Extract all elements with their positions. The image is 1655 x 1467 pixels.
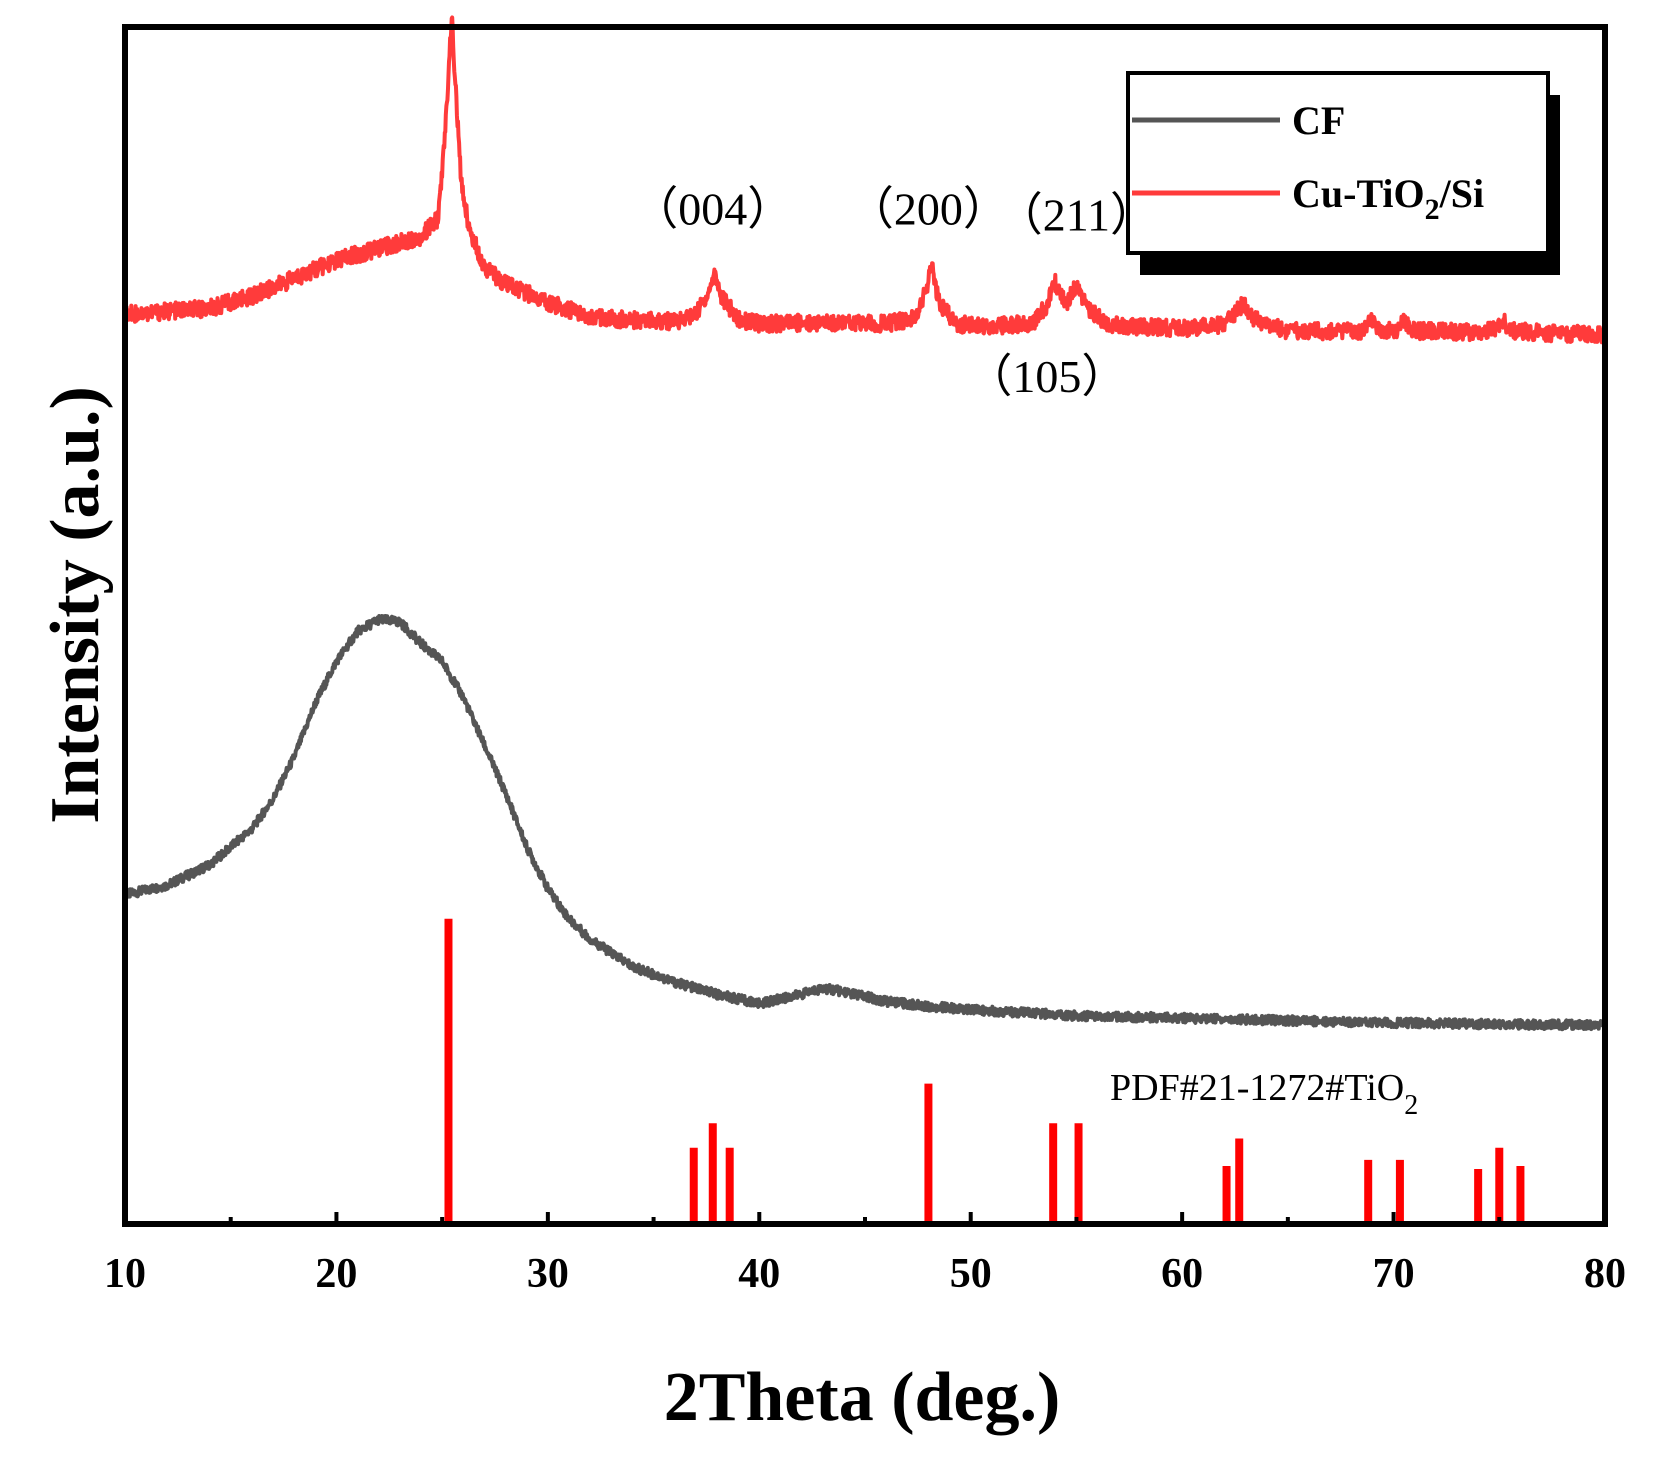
peak-label-004: （004） xyxy=(632,184,793,235)
x-tick-label-10: 10 xyxy=(104,1251,146,1297)
x-axis-tick-labels: 10 20 30 40 50 60 70 80 xyxy=(104,1251,1626,1297)
x-tick-label-40: 40 xyxy=(738,1251,780,1297)
legend-label-cu-tio2-si: Cu-TiO2/Si xyxy=(1292,171,1484,226)
x-tick-label-80: 80 xyxy=(1584,1251,1626,1297)
legend-label-cf: CF xyxy=(1292,98,1345,143)
legend-label-cu-tio2-si-main: Cu-TiO xyxy=(1292,171,1425,216)
x-tick-label-30: 30 xyxy=(527,1251,569,1297)
reference-label-subscript: 2 xyxy=(1404,1090,1418,1121)
x-axis-ticks xyxy=(123,1212,1607,1224)
reference-label-main: PDF#21-1272#TiO xyxy=(1110,1067,1404,1109)
legend: CF Cu-TiO2/Si xyxy=(1126,71,1560,275)
x-axis-title: 2Theta (deg.) xyxy=(664,1359,1061,1436)
legend-box xyxy=(1126,71,1550,255)
series-lines xyxy=(123,15,1607,1032)
legend-label-cu-tio2-si-subscript: 2 xyxy=(1425,193,1440,226)
series-line-cu-tio2-si xyxy=(123,15,1607,345)
reference-label: PDF#21-1272#TiO2 xyxy=(1110,1067,1418,1121)
peak-label-200: （200） xyxy=(848,184,1009,235)
x-tick-label-50: 50 xyxy=(950,1251,992,1297)
x-tick-label-20: 20 xyxy=(315,1251,357,1297)
x-tick-label-70: 70 xyxy=(1373,1251,1415,1297)
series-line-cf xyxy=(123,614,1607,1032)
peak-label-105: （105） xyxy=(966,351,1127,402)
legend-label-cu-tio2-si-suffix: /Si xyxy=(1439,171,1484,216)
reference-pattern xyxy=(444,918,1525,1224)
y-axis-title: Intensity (a.u.) xyxy=(37,386,114,824)
x-tick-label-60: 60 xyxy=(1161,1251,1203,1297)
